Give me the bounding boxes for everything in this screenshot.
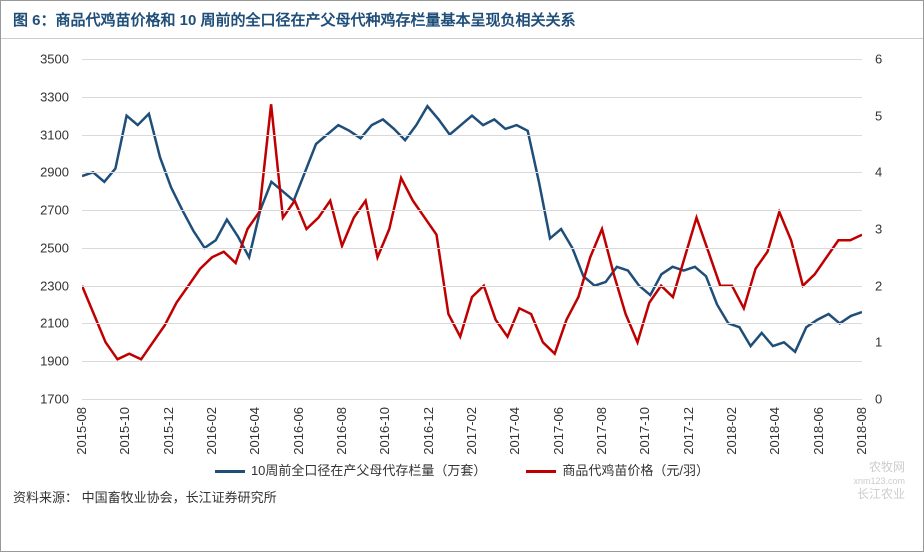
xtick: 2015-08 (74, 407, 89, 455)
legend-label: 商品代鸡苗价格（元/羽） (562, 463, 709, 478)
ytick-left: 3500 (40, 52, 69, 67)
y-axis-left: 1700190021002300250027002900310033003500 (22, 59, 77, 399)
xtick: 2016-08 (334, 407, 349, 455)
xtick: 2017-04 (507, 407, 522, 455)
gridline (82, 172, 862, 173)
series-line (82, 104, 862, 359)
ytick-right: 5 (875, 108, 882, 123)
xtick: 2017-08 (594, 407, 609, 455)
ytick-right: 2 (875, 278, 882, 293)
legend-swatch (526, 470, 556, 473)
plot-area (82, 59, 862, 399)
ytick-left: 2700 (40, 203, 69, 218)
ytick-right: 6 (875, 52, 882, 67)
ytick-left: 2500 (40, 240, 69, 255)
xtick: 2016-06 (291, 407, 306, 455)
xtick: 2017-02 (464, 407, 479, 455)
legend-item: 商品代鸡苗价格（元/羽） (526, 460, 709, 479)
ytick-left: 2300 (40, 278, 69, 293)
chart-area: 1700 1900 2100 2300 2500 2700 2900 3100 3300 3500… (22, 49, 902, 479)
series-line (82, 106, 862, 352)
xtick: 2016-10 (377, 407, 392, 455)
ytick-left: 3100 (40, 127, 69, 142)
source-label: 资料来源： (13, 490, 78, 505)
xtick: 2017-06 (551, 407, 566, 455)
ytick-right: 0 (875, 392, 882, 407)
xtick: 2018-02 (724, 407, 739, 455)
watermark: 农牧网 xnm123.com 长江农业 (853, 460, 905, 503)
xtick: 2017-10 (637, 407, 652, 455)
ytick-left: 1700 (40, 392, 69, 407)
line-chart-svg (82, 59, 862, 399)
gridline (82, 210, 862, 211)
gridline (82, 97, 862, 98)
xtick: 2015-12 (161, 407, 176, 455)
watermark-top: 农牧网 (853, 460, 905, 476)
ytick-left: 2100 (40, 316, 69, 331)
xtick: 2018-08 (854, 407, 869, 455)
ytick-left: 2900 (40, 165, 69, 180)
title-bar: 图 6：商品代鸡苗价格和 10 周前的全口径在产父母代种鸡存栏量基本呈现负相关关… (1, 1, 923, 39)
xtick: 2016-04 (247, 407, 262, 455)
xtick: 2015-10 (117, 407, 132, 455)
chart-title: 图 6：商品代鸡苗价格和 10 周前的全口径在产父母代种鸡存栏量基本呈现负相关关… (13, 12, 576, 29)
legend-swatch (215, 470, 245, 473)
gridline (82, 361, 862, 362)
ytick-left: 1900 (40, 354, 69, 369)
gridline (82, 248, 862, 249)
xtick: 2018-04 (767, 407, 782, 455)
legend-label: 10周前全口径在产父母代存栏量（万套） (251, 463, 486, 478)
legend: 10周前全口径在产父母代存栏量（万套） 商品代鸡苗价格（元/羽） (22, 460, 902, 479)
ytick-right: 1 (875, 335, 882, 350)
ytick-right: 4 (875, 165, 882, 180)
xtick: 2017-12 (681, 407, 696, 455)
xtick: 2018-06 (811, 407, 826, 455)
gridline (82, 286, 862, 287)
source-line: 资料来源： 中国畜牧业协会，长江证券研究所 (1, 479, 923, 514)
xtick: 2016-12 (421, 407, 436, 455)
gridline (82, 59, 862, 60)
source-text: 中国畜牧业协会，长江证券研究所 (82, 490, 277, 505)
watermark-url: xnm123.com (853, 476, 905, 488)
chart-container: 图 6：商品代鸡苗价格和 10 周前的全口径在产父母代种鸡存栏量基本呈现负相关关… (0, 0, 924, 552)
xtick: 2016-02 (204, 407, 219, 455)
legend-item: 10周前全口径在产父母代存栏量（万套） (215, 460, 486, 479)
watermark-bottom: 长江农业 (853, 487, 905, 503)
ytick-right: 3 (875, 222, 882, 237)
gridline (82, 135, 862, 136)
y-axis-right: 0123456 (867, 59, 902, 399)
gridline (82, 323, 862, 324)
ytick-left: 3300 (40, 89, 69, 104)
